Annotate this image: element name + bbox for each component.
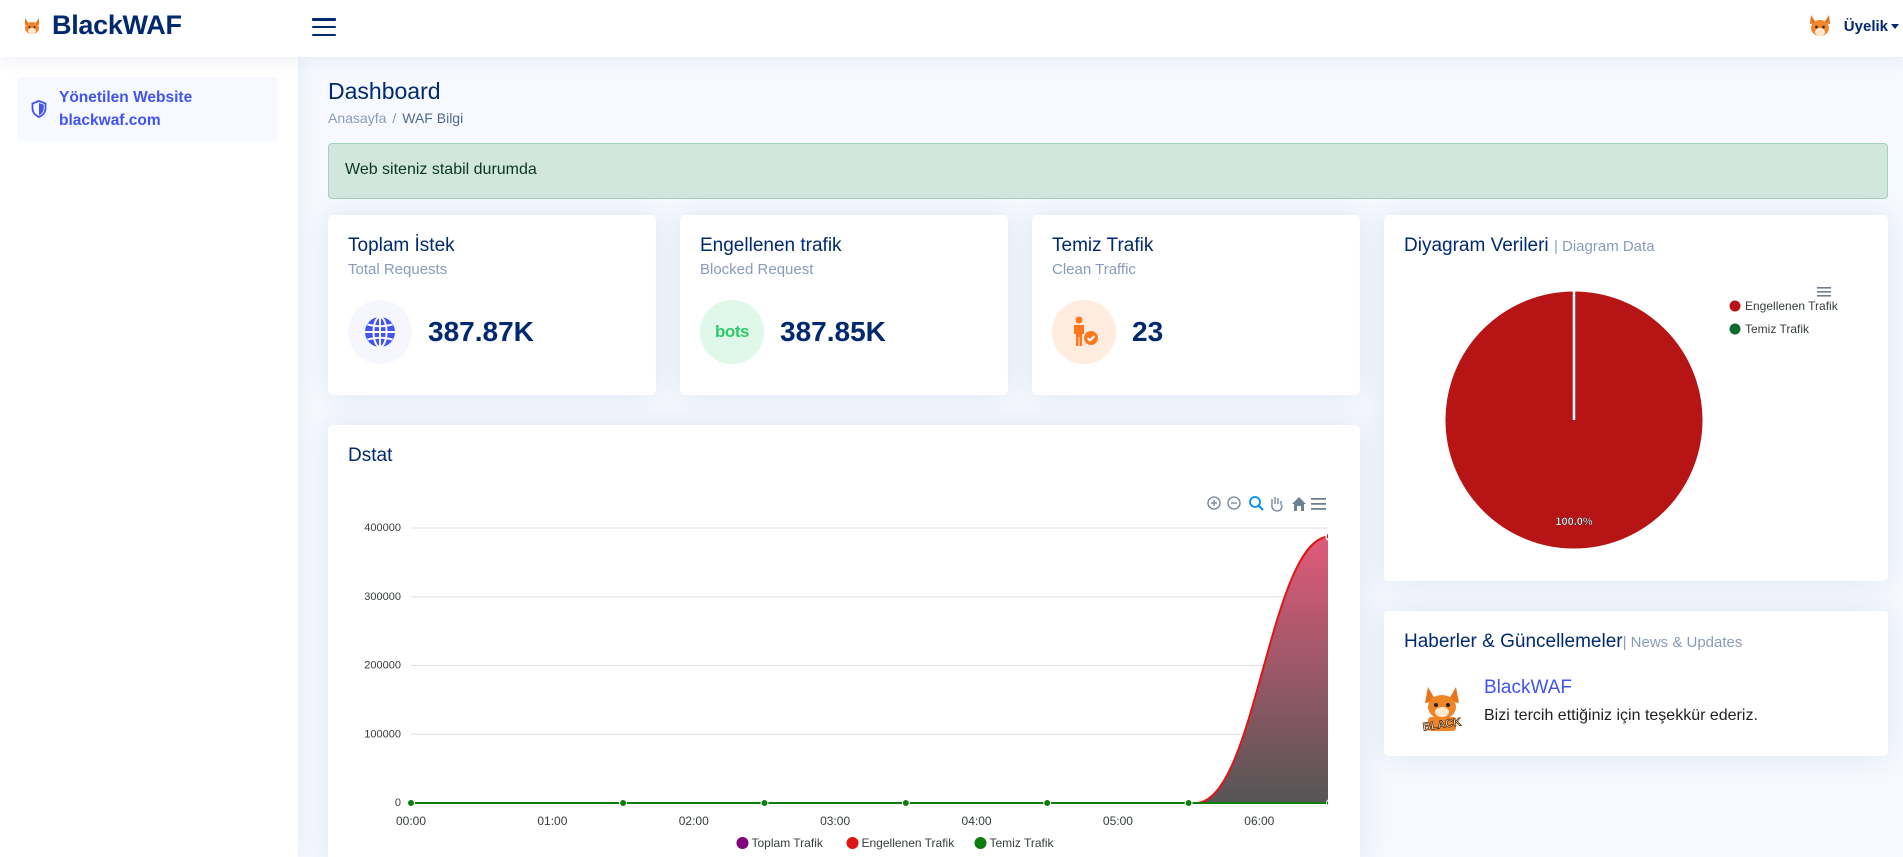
- page-title: Dashboard: [328, 78, 441, 104]
- x-tick-label: 01:00: [537, 814, 567, 828]
- brand-name: BlackWAF: [52, 10, 182, 40]
- stat-subtitle: Clean Traffic: [1052, 261, 1136, 278]
- x-tick-label: 05:00: [1103, 814, 1133, 828]
- x-tick-label: 06:00: [1244, 814, 1274, 828]
- x-tick-label: 00:00: [396, 814, 426, 828]
- status-alert: Web siteniz stabil durumda: [328, 143, 1888, 199]
- zoom-select-icon[interactable]: [1249, 496, 1264, 511]
- person-check-icon: [1052, 300, 1116, 364]
- legend-label: Temiz Trafik: [1745, 322, 1810, 336]
- chart-menu-icon[interactable]: [1817, 287, 1831, 297]
- stat-title: Toplam İstek: [348, 235, 455, 256]
- member-dropdown[interactable]: Üyelik: [1806, 12, 1903, 40]
- legend-marker: [1729, 300, 1741, 312]
- bots-icon-text: bots: [715, 322, 749, 341]
- legend-label: Temiz Trafik: [990, 836, 1055, 850]
- legend-marker: [736, 837, 749, 849]
- chart-legend-item[interactable]: Toplam Trafik: [736, 836, 824, 850]
- fox-logo-icon: [25, 17, 39, 34]
- breadcrumb-current: WAF Bilgi: [402, 110, 464, 126]
- brand-logo[interactable]: BlackWAF: [22, 10, 182, 41]
- news-item-title[interactable]: BlackWAF: [1484, 677, 1572, 698]
- pie-data-label: 100.0%: [1555, 516, 1593, 528]
- page-title-block: Dashboard Anasayfa / WAF Bilgi: [328, 78, 463, 126]
- x-tick-label: 04:00: [962, 814, 992, 828]
- sidebar: Yönetilen Website blackwaf.com: [0, 57, 298, 857]
- stat-title: Temiz Trafik: [1052, 235, 1154, 256]
- stat-value: 387.87K: [428, 316, 534, 347]
- legend-marker: [974, 837, 987, 849]
- x-tick-label: 02:00: [679, 814, 709, 828]
- breadcrumb: Anasayfa / WAF Bilgi: [328, 110, 463, 126]
- news-card-title: Haberler & Güncellemeler: [1404, 631, 1623, 652]
- fox-logo-icon: BLACK: [1422, 687, 1462, 734]
- pie-chart: 100.0% Engellenen Trafik Temiz Trafik: [1444, 287, 1839, 550]
- chart-legend-item[interactable]: Engellenen Trafik: [846, 836, 956, 850]
- zoom-in-icon[interactable]: [1207, 496, 1221, 510]
- sidebar-toggle-menu-icon[interactable]: [312, 16, 336, 38]
- top-header: BlackWAF Üyelik: [0, 0, 1903, 57]
- y-tick-label: 0: [395, 797, 401, 809]
- data-point-temiz-trafik[interactable]: [1043, 799, 1052, 807]
- data-point-engellenen-trafik[interactable]: [1325, 532, 1328, 541]
- data-point-temiz-trafik[interactable]: [1326, 799, 1329, 807]
- y-tick-label: 100000: [364, 728, 401, 740]
- stat-value: 387.85K: [780, 316, 886, 347]
- stat-subtitle: Total Requests: [348, 261, 448, 278]
- bots-icon: bots: [700, 300, 764, 364]
- pie-legend-item[interactable]: Temiz Trafik: [1729, 322, 1811, 336]
- y-tick-label: 400000: [364, 522, 401, 534]
- legend-marker: [846, 837, 859, 849]
- news-updates-card: Haberler & Güncellemeler| News & Updates…: [1384, 611, 1888, 756]
- breadcrumb-separator: /: [392, 110, 397, 126]
- area-chart: 0 100000 200000 300000 400000 00:00 01:00 02:0…: [364, 496, 1329, 850]
- stat-card-total-requests: Toplam İstek Total Requests 387.87K: [328, 215, 656, 395]
- shield-icon: [31, 100, 47, 118]
- data-point-temiz-trafik[interactable]: [1184, 799, 1193, 807]
- stat-subtitle: Blocked Request: [700, 261, 814, 278]
- data-point-temiz-trafik[interactable]: [619, 799, 628, 807]
- zoom-out-icon[interactable]: [1227, 496, 1241, 510]
- news-item-text: Bizi tercih ettiğiniz için teşekkür eder…: [1484, 707, 1758, 724]
- x-tick-label: 03:00: [820, 814, 850, 828]
- dstat-card: Dstat 0 100000 200000 300000 400000 00:00 01:…: [328, 425, 1360, 857]
- chart-legend-item[interactable]: Temiz Trafik: [974, 836, 1055, 850]
- y-tick-label: 300000: [364, 591, 401, 603]
- stat-value: 23: [1132, 316, 1164, 347]
- news-card-subtitle: | News & Updates: [1622, 634, 1743, 651]
- data-point-temiz-trafik[interactable]: [407, 799, 415, 807]
- member-label: Üyelik: [1843, 17, 1888, 35]
- series-area-engellenen-trafik: [1195, 536, 1328, 803]
- reset-home-icon[interactable]: [1292, 497, 1306, 511]
- legend-marker: [1729, 323, 1741, 335]
- caret-down-icon: [1891, 24, 1899, 30]
- dstat-title: Dstat: [348, 445, 393, 466]
- sidebar-item-managed-website[interactable]: Yönetilen Website blackwaf.com: [17, 77, 278, 141]
- data-point-temiz-trafik[interactable]: [901, 799, 910, 807]
- sidebar-item-label: Yönetilen Website: [59, 89, 193, 106]
- pie-legend-item[interactable]: Engellenen Trafik: [1729, 299, 1839, 313]
- pan-hand-icon[interactable]: [1271, 497, 1283, 512]
- data-point-temiz-trafik[interactable]: [760, 799, 769, 807]
- news-item-logo: BLACK: [1414, 681, 1470, 742]
- news-logo-text: BLACK: [1422, 716, 1462, 733]
- pie-card-title: Diyagram Verileri: [1404, 235, 1549, 256]
- breadcrumb-home-link[interactable]: Anasayfa: [328, 110, 387, 126]
- stat-card-clean-traffic: Temiz Trafik Clean Traffic 23: [1032, 215, 1360, 395]
- chart-menu-icon[interactable]: [1311, 498, 1326, 510]
- legend-label: Toplam Trafik: [752, 836, 824, 850]
- legend-label: Engellenen Trafik: [1745, 299, 1839, 313]
- series-line-engellenen-trafik: [1195, 535, 1328, 804]
- y-tick-label: 200000: [364, 660, 401, 672]
- sidebar-item-domain: blackwaf.com: [59, 112, 161, 129]
- legend-label: Engellenen Trafik: [862, 836, 956, 850]
- stat-card-blocked-traffic: Engellenen trafik Blocked Request bots 3…: [680, 215, 1008, 395]
- diagram-data-card: Diyagram Verileri | Diagram Data 100.0% …: [1384, 215, 1888, 581]
- globe-icon: [348, 300, 412, 364]
- avatar: [1809, 15, 1830, 36]
- stat-title: Engellenen trafik: [700, 235, 842, 256]
- pie-card-subtitle: | Diagram Data: [1553, 238, 1655, 255]
